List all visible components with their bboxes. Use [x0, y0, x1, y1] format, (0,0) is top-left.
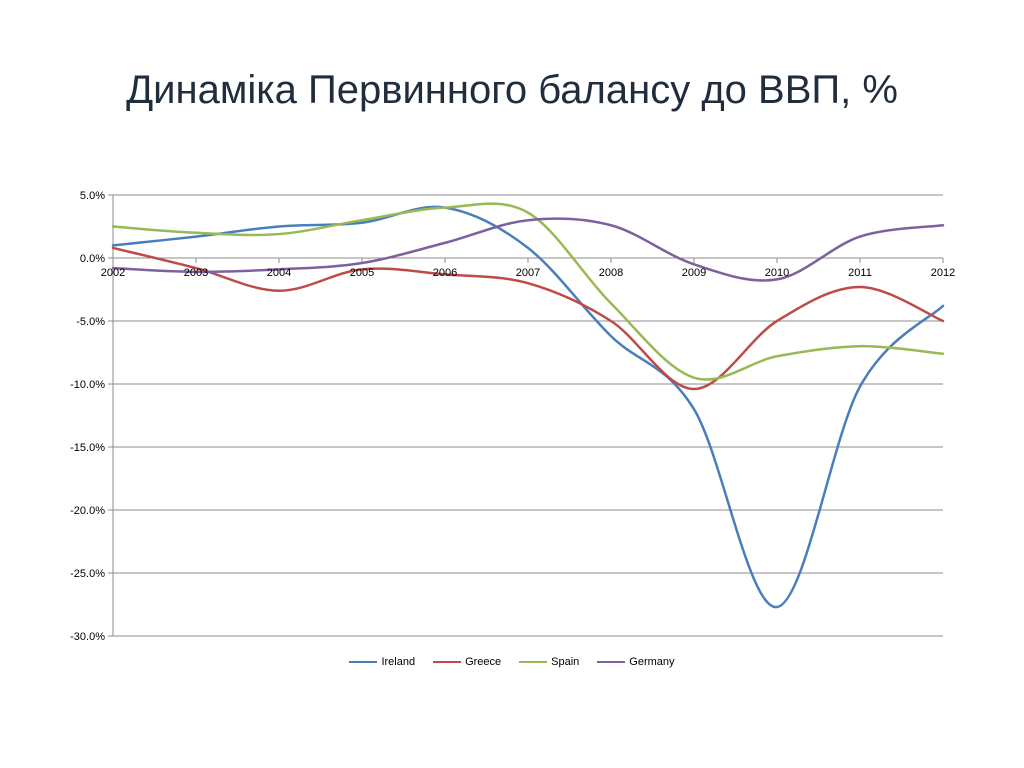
slide-title: Динаміка Первинного балансу до ВВП, %	[126, 68, 898, 112]
x-tick-label: 2004	[267, 267, 291, 279]
legend-swatch	[349, 661, 378, 663]
x-tick-label: 2003	[184, 267, 208, 279]
x-tick-label: 2009	[682, 267, 706, 279]
tick-labels: 5.0% 0.0% -5.0% -10.0% -15.0% -20.0% -25.0% -30…	[70, 190, 955, 643]
y-tick-label: -20.0%	[70, 505, 105, 517]
x-tick-label: 2011	[848, 267, 872, 279]
legend-item-ireland: Ireland	[349, 656, 415, 668]
legend-item-germany: Germany	[597, 656, 675, 668]
x-tick-label: 2005	[350, 267, 374, 279]
x-tick-label: 2007	[516, 267, 540, 279]
legend-item-greece: Greece	[433, 656, 501, 668]
series-line-greece	[111, 246, 945, 391]
x-tick-label: 2002	[101, 267, 125, 279]
y-tick-label: 0.0%	[80, 253, 105, 265]
legend-swatch	[433, 661, 462, 663]
legend-swatch	[597, 661, 626, 663]
legend-label: Ireland	[381, 656, 416, 668]
y-tick-label: -30.0%	[70, 631, 105, 643]
legend-label: Germany	[629, 656, 675, 668]
y-tick-label: -10.0%	[70, 379, 105, 391]
x-tick-label: 2012	[931, 267, 955, 279]
y-tick-label: -25.0%	[70, 568, 105, 580]
y-tick-label: -15.0%	[70, 442, 105, 454]
legend-label: Greece	[465, 656, 502, 668]
chart-legend: Ireland Greece Spain Germany	[0, 656, 1024, 668]
x-tick-label: 2010	[765, 267, 789, 279]
series-lines	[111, 202, 945, 609]
y-tick-label: -5.0%	[76, 316, 105, 328]
x-tick-label: 2008	[599, 267, 623, 279]
series-line-germany	[111, 217, 945, 282]
legend-item-spain: Spain	[519, 656, 579, 668]
legend-label: Spain	[551, 656, 580, 668]
legend-swatch	[519, 661, 548, 663]
series-line-spain	[111, 202, 945, 381]
x-tick-label: 2006	[433, 267, 457, 279]
axes	[108, 194, 944, 637]
y-tick-label: 5.0%	[80, 190, 105, 202]
